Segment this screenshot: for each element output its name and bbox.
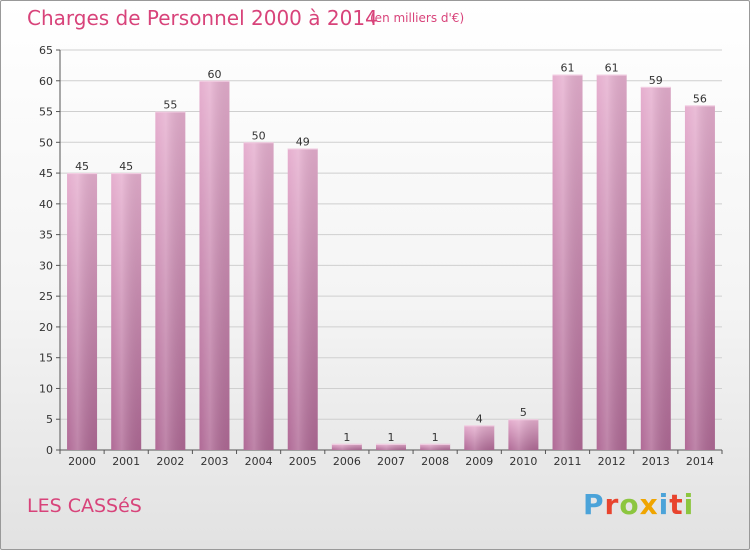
x-tick-label: 2010 (509, 455, 537, 468)
y-tick-label: 20 (39, 321, 53, 334)
y-tick-label: 65 (39, 44, 53, 57)
logo-letter: P (583, 488, 605, 521)
data-label: 60 (207, 68, 221, 81)
data-label: 5 (520, 406, 527, 419)
logo-letter: i (658, 488, 670, 521)
data-label: 45 (119, 160, 133, 173)
logo-letter: i (683, 488, 695, 521)
data-label: 45 (75, 160, 89, 173)
x-tick-label: 2012 (598, 455, 626, 468)
y-tick-label: 55 (39, 106, 53, 119)
y-tick-label: 50 (39, 136, 53, 149)
x-tick-label: 2000 (68, 455, 96, 468)
x-tick-label: 2006 (333, 455, 361, 468)
y-tick-label: 35 (39, 229, 53, 242)
x-tick-label: 2009 (465, 455, 493, 468)
bar-sheen-2000 (67, 173, 98, 451)
y-tick-label: 40 (39, 198, 53, 211)
x-tick-label: 2013 (642, 455, 670, 468)
town-name: LES CASSéS (27, 495, 142, 517)
bar-sheen-2001 (111, 173, 142, 451)
data-label: 55 (163, 99, 177, 112)
logo-letter: r (604, 488, 620, 521)
chart-title: Charges de Personnel 2000 à 2014 (27, 6, 378, 30)
x-tick-label: 2004 (245, 455, 273, 468)
bar-sheen-2011 (552, 74, 583, 450)
y-tick-label: 30 (39, 259, 53, 272)
logo-letter: x (639, 488, 659, 521)
y-tick-label: 25 (39, 290, 53, 303)
data-label: 49 (296, 135, 310, 148)
bar-sheen-2010 (508, 419, 539, 450)
proxiti-logo: Proxiti (583, 488, 694, 521)
bar-sheen-2009 (464, 425, 495, 450)
data-label: 1 (343, 431, 350, 444)
bar-sheen-2005 (287, 148, 318, 450)
data-label: 50 (252, 129, 266, 142)
y-tick-label: 15 (39, 352, 53, 365)
logo-letter: t (669, 488, 684, 521)
bar-sheen-2012 (596, 74, 627, 450)
data-label: 56 (693, 92, 707, 105)
x-tick-label: 2003 (200, 455, 228, 468)
bar-sheen-2004 (243, 142, 274, 451)
data-label: 61 (561, 62, 575, 75)
y-tick-label: 0 (46, 444, 53, 457)
x-tick-label: 2008 (421, 455, 449, 468)
bar-sheen-2003 (199, 80, 230, 451)
data-label: 59 (649, 74, 663, 87)
bar-sheen-2014 (684, 105, 715, 450)
data-label: 4 (476, 412, 483, 425)
data-label: 61 (605, 62, 619, 75)
bars (67, 74, 715, 451)
data-label: 1 (388, 431, 395, 444)
y-tick-label: 45 (39, 167, 53, 180)
x-tick-label: 2005 (289, 455, 317, 468)
x-tick-label: 2007 (377, 455, 405, 468)
bar-sheen-2002 (155, 111, 186, 451)
bar-sheen-2006 (331, 443, 362, 450)
x-tick-label: 2002 (156, 455, 184, 468)
x-tick-label: 2011 (554, 455, 582, 468)
bar-sheen-2013 (640, 86, 671, 450)
bar-sheen-2007 (376, 443, 406, 450)
data-label: 1 (432, 431, 439, 444)
chart-subtitle: (en milliers d'€) (370, 11, 465, 25)
y-tick-label: 5 (46, 413, 53, 426)
x-tick-label: 2014 (686, 455, 714, 468)
x-tick-label: 2001 (112, 455, 140, 468)
y-tick-label: 60 (39, 75, 53, 88)
bar-sheen-2008 (420, 443, 451, 450)
y-tick-label: 10 (39, 382, 53, 395)
logo-letter: o (619, 488, 640, 521)
